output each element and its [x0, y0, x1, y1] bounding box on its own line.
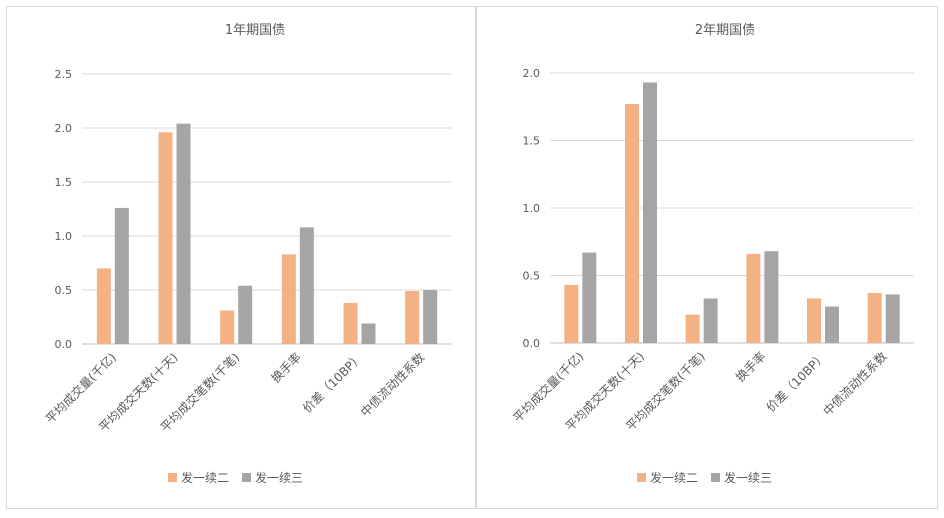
bar-series2 — [299, 227, 314, 344]
y-tick-label: 2.5 — [55, 68, 73, 81]
bar-series1 — [281, 254, 296, 344]
legend-swatch — [242, 473, 251, 482]
bar-series2 — [176, 123, 191, 345]
y-tick-label: 0.5 — [55, 284, 73, 297]
legend-label: 发一续三 — [724, 470, 772, 485]
legend-swatch — [637, 473, 646, 482]
bar-series2 — [764, 251, 779, 343]
legend-label: 发一续三 — [255, 470, 303, 485]
bar-series1 — [158, 132, 173, 344]
bar-series2 — [885, 294, 900, 343]
bar-series1 — [867, 293, 882, 343]
bar-series1 — [807, 298, 821, 343]
y-tick-label: 1.5 — [523, 135, 541, 148]
legend-swatch — [711, 473, 720, 482]
bar-series2 — [643, 82, 657, 343]
bar-series1 — [564, 284, 579, 343]
y-tick-label: 0.5 — [523, 270, 541, 283]
bar-series2 — [703, 298, 718, 343]
y-tick-label: 0.0 — [55, 338, 73, 351]
bar-series2 — [361, 323, 376, 344]
bar-series2 — [825, 306, 839, 343]
y-tick-label: 1.5 — [55, 176, 73, 189]
chart-panel-border — [6, 6, 476, 509]
bar-series1 — [746, 253, 761, 343]
chart-title: 2年期国债 — [695, 23, 755, 38]
bar-series2 — [114, 207, 129, 344]
y-tick-label: 2.0 — [523, 67, 541, 80]
y-tick-label: 1.0 — [523, 202, 541, 215]
y-tick-label: 0.0 — [523, 337, 541, 350]
bar-series1 — [96, 268, 111, 344]
y-tick-label: 1.0 — [55, 230, 73, 243]
bar-series1 — [625, 104, 639, 343]
legend-label: 发一续二 — [181, 470, 229, 485]
bar-series2 — [423, 290, 438, 344]
legend-swatch — [168, 473, 177, 482]
chart-title: 1年期国债 — [225, 23, 285, 38]
bar-series1 — [685, 314, 700, 343]
y-tick-label: 2.0 — [55, 122, 73, 135]
bar-series2 — [238, 285, 253, 344]
bar-series1 — [343, 302, 358, 344]
bar-series1 — [220, 310, 235, 344]
chart-panel-border — [476, 6, 938, 509]
bar-series1 — [405, 291, 420, 344]
bar-series2 — [582, 252, 597, 343]
legend-label: 发一续二 — [650, 470, 698, 485]
